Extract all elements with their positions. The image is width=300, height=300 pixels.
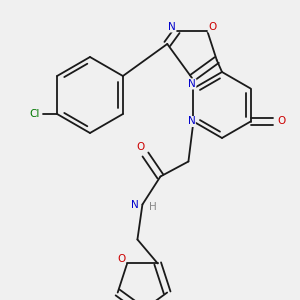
Text: O: O <box>136 142 145 152</box>
Text: O: O <box>278 116 286 127</box>
Text: Cl: Cl <box>29 109 39 119</box>
Text: N: N <box>130 200 138 209</box>
Text: H: H <box>148 202 156 212</box>
Text: N: N <box>188 116 195 127</box>
Text: O: O <box>208 22 216 32</box>
Text: N: N <box>188 79 196 89</box>
Text: O: O <box>117 254 125 265</box>
Text: N: N <box>168 22 176 32</box>
